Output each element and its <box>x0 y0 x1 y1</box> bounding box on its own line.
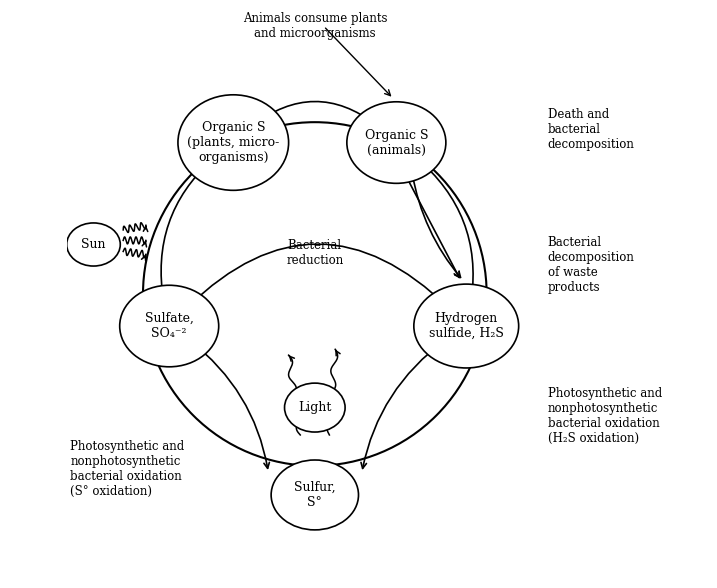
Text: Bacterial
decomposition
of waste
products: Bacterial decomposition of waste product… <box>548 236 635 294</box>
Ellipse shape <box>67 223 120 266</box>
Text: Sulfur,
S°: Sulfur, S° <box>294 481 336 509</box>
Ellipse shape <box>285 383 345 432</box>
Text: Bacterial
reduction: Bacterial reduction <box>286 239 343 267</box>
Ellipse shape <box>347 102 446 183</box>
Ellipse shape <box>120 285 219 367</box>
Ellipse shape <box>178 95 289 191</box>
Text: Sulfate,
SO₄⁻²: Sulfate, SO₄⁻² <box>145 312 194 340</box>
Text: Photosynthetic and
nonphotosynthetic
bacterial oxidation
(S° oxidation): Photosynthetic and nonphotosynthetic bac… <box>70 440 184 497</box>
Text: Photosynthetic and
nonphotosynthetic
bacterial oxidation
(H₂S oxidation): Photosynthetic and nonphotosynthetic bac… <box>548 387 662 445</box>
Text: Sun: Sun <box>81 238 105 251</box>
Text: Light: Light <box>298 401 331 414</box>
Text: Animals consume plants
and microorganisms: Animals consume plants and microorganism… <box>242 12 387 39</box>
Text: Death and
bacterial
decomposition: Death and bacterial decomposition <box>548 108 635 151</box>
Text: Organic S
(animals): Organic S (animals) <box>365 129 428 156</box>
Ellipse shape <box>271 460 358 530</box>
Text: Organic S
(plants, micro-
organisms): Organic S (plants, micro- organisms) <box>187 121 280 164</box>
Ellipse shape <box>414 284 518 368</box>
Text: Hydrogen
sulfide, H₂S: Hydrogen sulfide, H₂S <box>429 312 503 340</box>
